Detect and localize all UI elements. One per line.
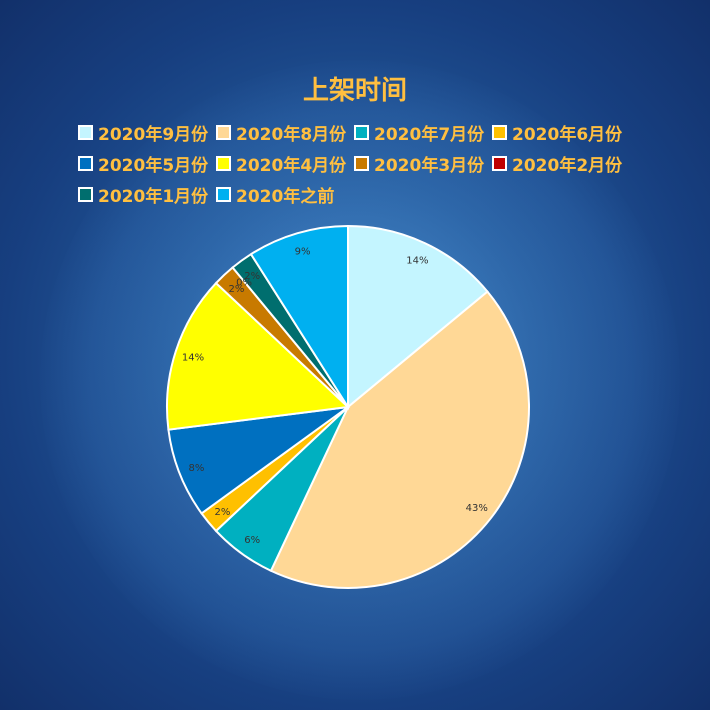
legend-label: 2020年之前	[236, 187, 335, 207]
chart-title: 上架时间	[302, 76, 407, 106]
legend-label: 2020年8月份	[236, 125, 347, 145]
legend-swatch	[354, 125, 369, 140]
legend-item[interactable]: 2020年5月份	[78, 151, 208, 176]
legend-label: 2020年3月份	[374, 156, 485, 176]
legend-label: 2020年9月份	[98, 125, 209, 145]
legend-item[interactable]: 2020年3月份	[354, 151, 484, 176]
legend-swatch	[492, 125, 507, 140]
legend-item[interactable]: 2020年4月份	[216, 151, 346, 176]
pie-slice[interactable]	[347, 224, 489, 410]
pie-slice[interactable]	[249, 224, 349, 411]
data-label: 2%	[244, 271, 260, 282]
data-label: 14%	[406, 256, 428, 267]
legend-label: 2020年2月份	[512, 156, 623, 176]
legend-swatch	[354, 156, 369, 171]
pie-slice[interactable]	[166, 281, 351, 431]
data-label: 0%	[236, 277, 252, 288]
legend-item[interactable]: 2020年之前	[216, 182, 334, 207]
legend-item[interactable]: 2020年7月份	[354, 120, 484, 145]
legend-swatch	[216, 125, 231, 140]
legend-swatch	[78, 125, 93, 140]
data-label: 6%	[244, 535, 260, 546]
data-label: 14%	[182, 353, 204, 364]
legend-swatch	[492, 156, 507, 171]
legend-swatch	[216, 156, 231, 171]
legend-item[interactable]: 2020年2月份	[492, 151, 622, 176]
legend-swatch	[78, 187, 93, 202]
data-label: 9%	[295, 246, 311, 257]
data-label: 43%	[466, 503, 488, 514]
data-label: 2%	[214, 507, 230, 518]
pie-slice[interactable]	[167, 406, 349, 515]
legend-item[interactable]: 2020年1月份	[78, 182, 208, 207]
legend-label: 2020年7月份	[374, 125, 485, 145]
legend-label: 2020年4月份	[236, 156, 347, 176]
legend-label: 2020年5月份	[98, 156, 209, 176]
legend-label: 2020年1月份	[98, 187, 209, 207]
data-label: 2%	[228, 284, 244, 295]
legend-swatch	[216, 187, 231, 202]
legend-item[interactable]: 2020年9月份	[78, 120, 208, 145]
legend-item[interactable]: 2020年8月份	[216, 120, 346, 145]
legend-swatch	[78, 156, 93, 171]
legend-item[interactable]: 2020年6月份	[492, 120, 622, 145]
data-label: 8%	[189, 463, 205, 474]
legend-label: 2020年6月份	[512, 125, 623, 145]
pie-slice[interactable]	[269, 290, 530, 589]
